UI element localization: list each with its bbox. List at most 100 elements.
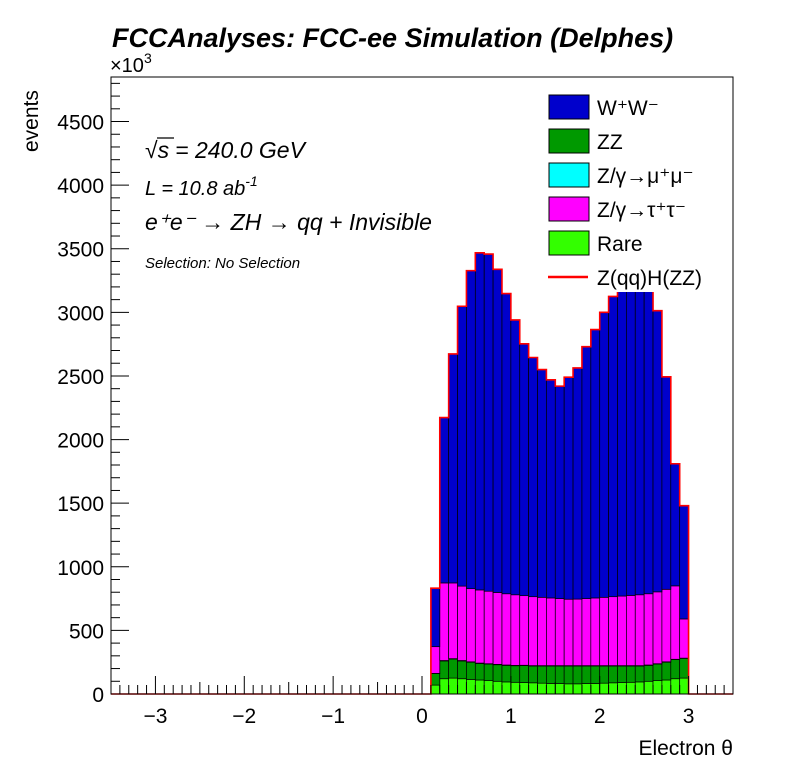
bar-zz-14 (554, 665, 565, 684)
bar-z-27 (670, 585, 681, 660)
bar-rare-19 (599, 682, 609, 695)
bar-z-22 (626, 595, 636, 666)
bar-zz-8 (501, 665, 512, 683)
bar-zz-18 (590, 665, 601, 684)
legend-label: Z/γ→τ⁺τ⁻ (597, 199, 686, 222)
bar-w-w-0 (430, 587, 441, 648)
bar-w-w-15 (563, 376, 574, 600)
bar-z-28 (679, 618, 689, 659)
bar-zz-28 (679, 658, 689, 679)
bar-rare-1 (439, 678, 450, 695)
legend-swatch (548, 128, 590, 154)
bar-z-19 (599, 596, 609, 666)
bar-zz-24 (643, 665, 654, 682)
bar-zz-13 (546, 665, 556, 684)
bar-rare-13 (546, 683, 556, 695)
x-axis-label: Electron θ (638, 737, 733, 760)
bar-rare-2 (448, 677, 458, 695)
bar-w-w-14 (554, 385, 565, 599)
bar-z-6 (483, 590, 494, 665)
bar-zz-12 (537, 665, 547, 684)
bar-z-14 (554, 598, 565, 666)
bar-rare-17 (581, 683, 592, 695)
bar-w-w-28 (679, 505, 689, 620)
y-tick-label: 2000 (57, 430, 104, 453)
bar-zz-11 (528, 665, 538, 684)
legend-swatch (548, 94, 590, 120)
legend-swatch (548, 162, 590, 188)
bar-z-9 (510, 594, 521, 666)
bar-z-0 (430, 646, 441, 674)
x-tick-label: −2 (232, 705, 256, 728)
bar-zz-21 (617, 665, 627, 683)
bar-rare-14 (554, 683, 565, 695)
x-tick-label: 0 (416, 705, 428, 728)
bar-rare-6 (483, 680, 494, 695)
bar-z-1 (439, 582, 450, 661)
bar-z-8 (501, 593, 512, 666)
bar-zz-2 (448, 658, 458, 679)
bar-rare-11 (528, 682, 538, 695)
legend: W⁺W⁻ ZZ Z/γ→μ⁺μ⁻ Z/γ→τ⁺τ⁻ Rare Z(qq)H(ZZ) (543, 87, 731, 292)
lumi-label: L = 10.8 ab-1 (145, 173, 258, 200)
bar-w-w-13 (546, 379, 556, 599)
bar-zz-17 (581, 665, 592, 684)
bar-rare-24 (643, 680, 654, 695)
annotations: √s = 240.0 GeV L = 10.8 ab-1 e⁺e⁻ → ZH → … (145, 137, 432, 272)
bar-rare-4 (466, 679, 476, 695)
bar-w-w-6 (483, 253, 494, 592)
bar-w-w-3 (457, 305, 467, 587)
bar-rare-16 (572, 683, 583, 695)
bar-rare-9 (510, 681, 521, 695)
bar-w-w-4 (466, 270, 476, 590)
bar-zz-19 (599, 665, 609, 684)
bar-z-20 (608, 596, 618, 666)
bar-rare-22 (626, 681, 636, 695)
bar-rare-26 (661, 679, 672, 695)
y-tick-label: 0 (92, 684, 104, 707)
legend-label: W⁺W⁻ (597, 97, 659, 120)
selection-label: Selection: No Selection (145, 255, 300, 272)
bar-w-w-7 (492, 269, 503, 593)
bar-z-2 (448, 582, 458, 659)
y-multiplier: ×103 (110, 50, 152, 77)
bar-w-w-16 (572, 367, 583, 600)
bar-zz-16 (572, 665, 583, 685)
bar-z-16 (572, 598, 583, 666)
bar-rare-15 (563, 683, 574, 695)
chart-title: FCCAnalyses: FCC-ee Simulation (Delphes) (112, 23, 673, 53)
y-tick-label: 4000 (57, 175, 104, 198)
x-tick-label: 2 (594, 705, 606, 728)
legend-label: Z(qq)H(ZZ) (597, 267, 702, 290)
bar-zz-9 (510, 665, 521, 683)
bar-rare-28 (679, 677, 689, 695)
bar-rare-8 (501, 681, 512, 695)
bar-w-w-18 (590, 329, 601, 599)
y-tick-label: 3000 (57, 302, 104, 325)
x-tick-label: −3 (143, 705, 167, 728)
bar-zz-22 (626, 665, 636, 683)
bar-zz-26 (661, 661, 672, 681)
bar-rare-20 (608, 682, 618, 695)
bar-rare-5 (474, 679, 485, 695)
bar-rare-23 (634, 681, 645, 695)
bar-w-w-8 (501, 293, 512, 595)
x-axis: −3 −2 −1 0 1 2 3 (110, 676, 734, 728)
bar-zz-7 (492, 664, 503, 682)
bar-zz-20 (608, 665, 618, 684)
bar-w-w-21 (617, 286, 627, 597)
y-axis-label: events (20, 90, 43, 152)
bar-rare-21 (617, 682, 627, 695)
bar-w-w-12 (537, 369, 547, 598)
y-tick-label: 1500 (57, 493, 104, 516)
bar-w-w-22 (626, 278, 636, 596)
x-tick-label: −1 (321, 705, 345, 728)
sqrt-s-label: √s = 240.0 GeV (145, 137, 308, 163)
bar-z-17 (581, 598, 592, 666)
bar-rare-0 (430, 684, 441, 695)
bar-rare-10 (519, 682, 529, 695)
bar-z-15 (563, 598, 574, 666)
bar-rare-18 (590, 683, 601, 695)
bar-rare-27 (670, 678, 681, 695)
